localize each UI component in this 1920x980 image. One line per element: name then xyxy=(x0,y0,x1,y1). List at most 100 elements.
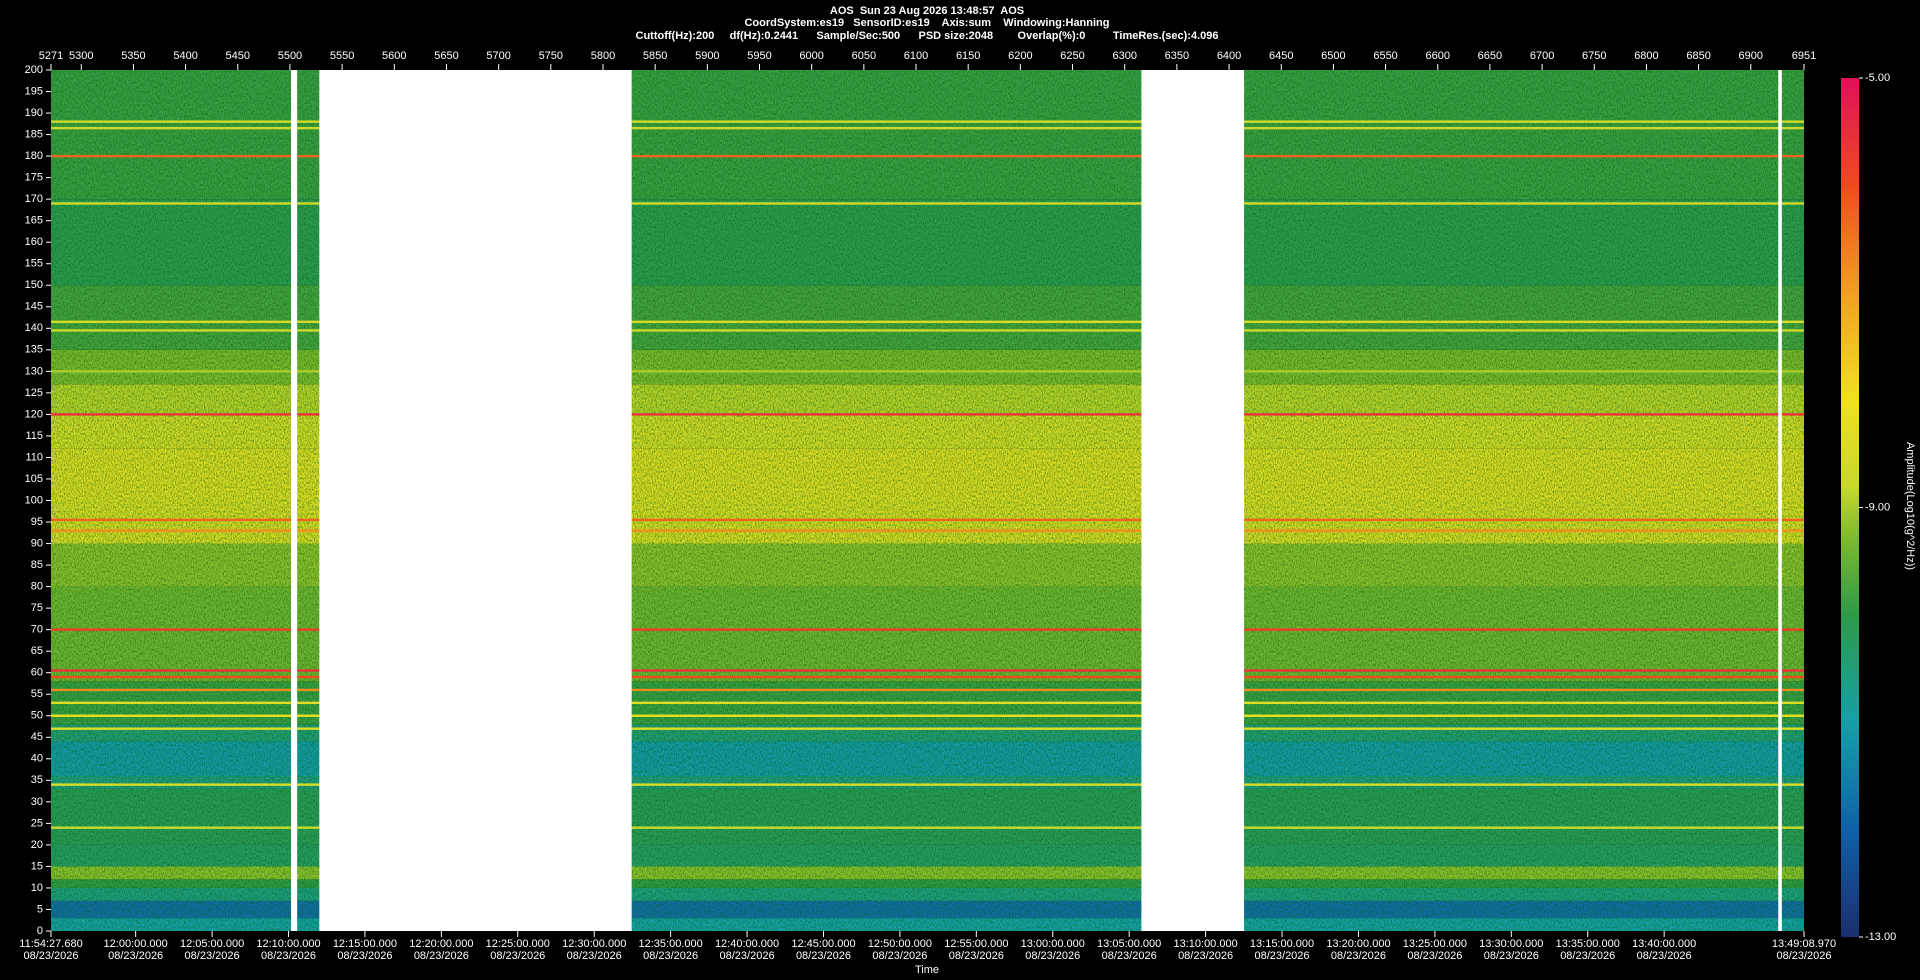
colorbar xyxy=(1841,78,1859,937)
x2-tick-label: 6300 xyxy=(1112,50,1136,62)
x-tick-label: 13:40:00.000 xyxy=(1632,938,1696,950)
x2-tick-label: 6350 xyxy=(1165,50,1189,62)
spectral-line xyxy=(51,529,1804,532)
y-tick-label: 180 xyxy=(25,150,43,162)
x2-tick-label: 5271 xyxy=(39,50,63,62)
y-tick-label: 145 xyxy=(25,301,43,313)
data-gap xyxy=(1778,70,1782,931)
y-tick-label: 185 xyxy=(25,128,43,140)
x2-tick-label: 6200 xyxy=(1008,50,1032,62)
colorbar-label: Amplitude(Log10(g^2/Hz)) xyxy=(1904,442,1916,570)
x2-tick-label: 5900 xyxy=(695,50,719,62)
x-tick-label: 13:49:08.970 xyxy=(1772,938,1836,950)
spectral-line xyxy=(51,518,1804,522)
x2-tick-label: 6900 xyxy=(1739,50,1763,62)
x-tick-date: 08/23/2026 xyxy=(1025,950,1080,962)
x-tick-label: 12:25:00.000 xyxy=(486,938,550,950)
x-tick-label: 12:10:00.000 xyxy=(256,938,320,950)
x2-tick-label: 6100 xyxy=(904,50,928,62)
y-tick-label: 125 xyxy=(25,387,43,399)
y-tick-label: 150 xyxy=(25,279,43,291)
x-tick-label: 13:35:00.000 xyxy=(1556,938,1620,950)
x2-tick-label: 6250 xyxy=(1060,50,1084,62)
data-gap xyxy=(1141,70,1245,931)
y-tick-label: 20 xyxy=(31,839,43,851)
x-tick-label: 13:05:00.000 xyxy=(1097,938,1161,950)
x2-tick-label: 6700 xyxy=(1530,50,1554,62)
x2-tick-label: 5350 xyxy=(121,50,145,62)
x2-tick-label: 6050 xyxy=(852,50,876,62)
x-tick-label: 12:30:00.000 xyxy=(562,938,626,950)
x-tick-date: 08/23/2026 xyxy=(108,950,163,962)
y-tick-label: 105 xyxy=(25,473,43,485)
x-tick-label: 12:20:00.000 xyxy=(409,938,473,950)
x2-tick-label: 5550 xyxy=(330,50,354,62)
y-tick-label: 140 xyxy=(25,322,43,334)
x-tick-date: 08/23/2026 xyxy=(490,950,545,962)
x2-tick-label: 6150 xyxy=(956,50,980,62)
x2-tick-label: 6500 xyxy=(1321,50,1345,62)
x-tick-date: 08/23/2026 xyxy=(1484,950,1539,962)
x-tick-date: 08/23/2026 xyxy=(720,950,775,962)
y-tick-label: 10 xyxy=(31,882,43,894)
x-tick-label: 11:54:27.680 xyxy=(19,938,82,950)
x-tick-date: 08/23/2026 xyxy=(796,950,851,962)
y-tick-label: 40 xyxy=(31,753,43,765)
spectral-line xyxy=(51,126,1804,130)
x-tick-label: 12:05:00.000 xyxy=(180,938,244,950)
x2-tick-label: 5300 xyxy=(69,50,93,62)
y-tick-label: 170 xyxy=(25,193,43,205)
spectral-line xyxy=(51,669,1804,672)
y-tick-label: 65 xyxy=(31,645,43,657)
x-tick-label: 13:30:00.000 xyxy=(1479,938,1543,950)
x-tick-label: 12:00:00.000 xyxy=(104,938,168,950)
x-tick-label: 13:20:00.000 xyxy=(1326,938,1390,950)
y-tick-label: 175 xyxy=(25,172,43,184)
x2-tick-label: 5700 xyxy=(486,50,510,62)
x-tick-date: 08/23/2026 xyxy=(1560,950,1615,962)
y-tick-label: 90 xyxy=(31,537,43,549)
x2-tick-label: 6800 xyxy=(1634,50,1658,62)
y-tick-label: 25 xyxy=(31,817,43,829)
spectral-line xyxy=(51,727,1804,730)
x-tick-label: 12:55:00.000 xyxy=(944,938,1008,950)
x2-tick-label: 5800 xyxy=(591,50,615,62)
x-tick-date: 08/23/2026 xyxy=(1254,950,1309,962)
x-axis-label: Time xyxy=(915,964,939,976)
y-tick-label: 135 xyxy=(25,344,43,356)
spectral-line xyxy=(51,675,1804,679)
x2-tick-label: 5450 xyxy=(226,50,250,62)
x2-tick-label: 6000 xyxy=(799,50,823,62)
chart-info: Cuttoff(Hz):200 df(Hz):0.2441 Sample/Sec… xyxy=(636,30,1219,42)
y-tick-label: 110 xyxy=(25,451,43,463)
x2-tick-label: 5850 xyxy=(643,50,667,62)
data-gap xyxy=(291,70,298,931)
x-tick-date: 08/23/2026 xyxy=(261,950,316,962)
y-tick-label: 5 xyxy=(37,903,43,915)
y-tick-label: 120 xyxy=(25,408,43,420)
x-tick-label: 12:15:00.000 xyxy=(333,938,397,950)
colorbar-tick-label: -13.00 xyxy=(1865,931,1896,943)
x-tick-label: 13:10:00.000 xyxy=(1173,938,1237,950)
x2-tick-label: 5750 xyxy=(539,50,563,62)
x-tick-date: 08/23/2026 xyxy=(1407,950,1462,962)
spectral-line xyxy=(51,413,1804,416)
x-tick-date: 08/23/2026 xyxy=(185,950,240,962)
y-tick-label: 160 xyxy=(25,236,43,248)
x-tick-date: 08/23/2026 xyxy=(337,950,392,962)
x-tick-label: 12:45:00.000 xyxy=(791,938,855,950)
y-tick-label: 195 xyxy=(25,85,43,97)
x2-tick-label: 6450 xyxy=(1269,50,1293,62)
x-tick-date: 08/23/2026 xyxy=(1102,950,1157,962)
x-tick-date: 08/23/2026 xyxy=(1178,950,1233,962)
x2-tick-label: 5500 xyxy=(278,50,302,62)
y-tick-label: 60 xyxy=(31,667,43,679)
y-tick-label: 115 xyxy=(25,430,43,442)
spectral-line xyxy=(51,202,1804,205)
y-tick-label: 80 xyxy=(31,581,43,593)
x2-tick-label: 6850 xyxy=(1686,50,1710,62)
colorbar-tick-label: -5.00 xyxy=(1865,72,1890,84)
y-tick-label: 165 xyxy=(25,215,43,227)
